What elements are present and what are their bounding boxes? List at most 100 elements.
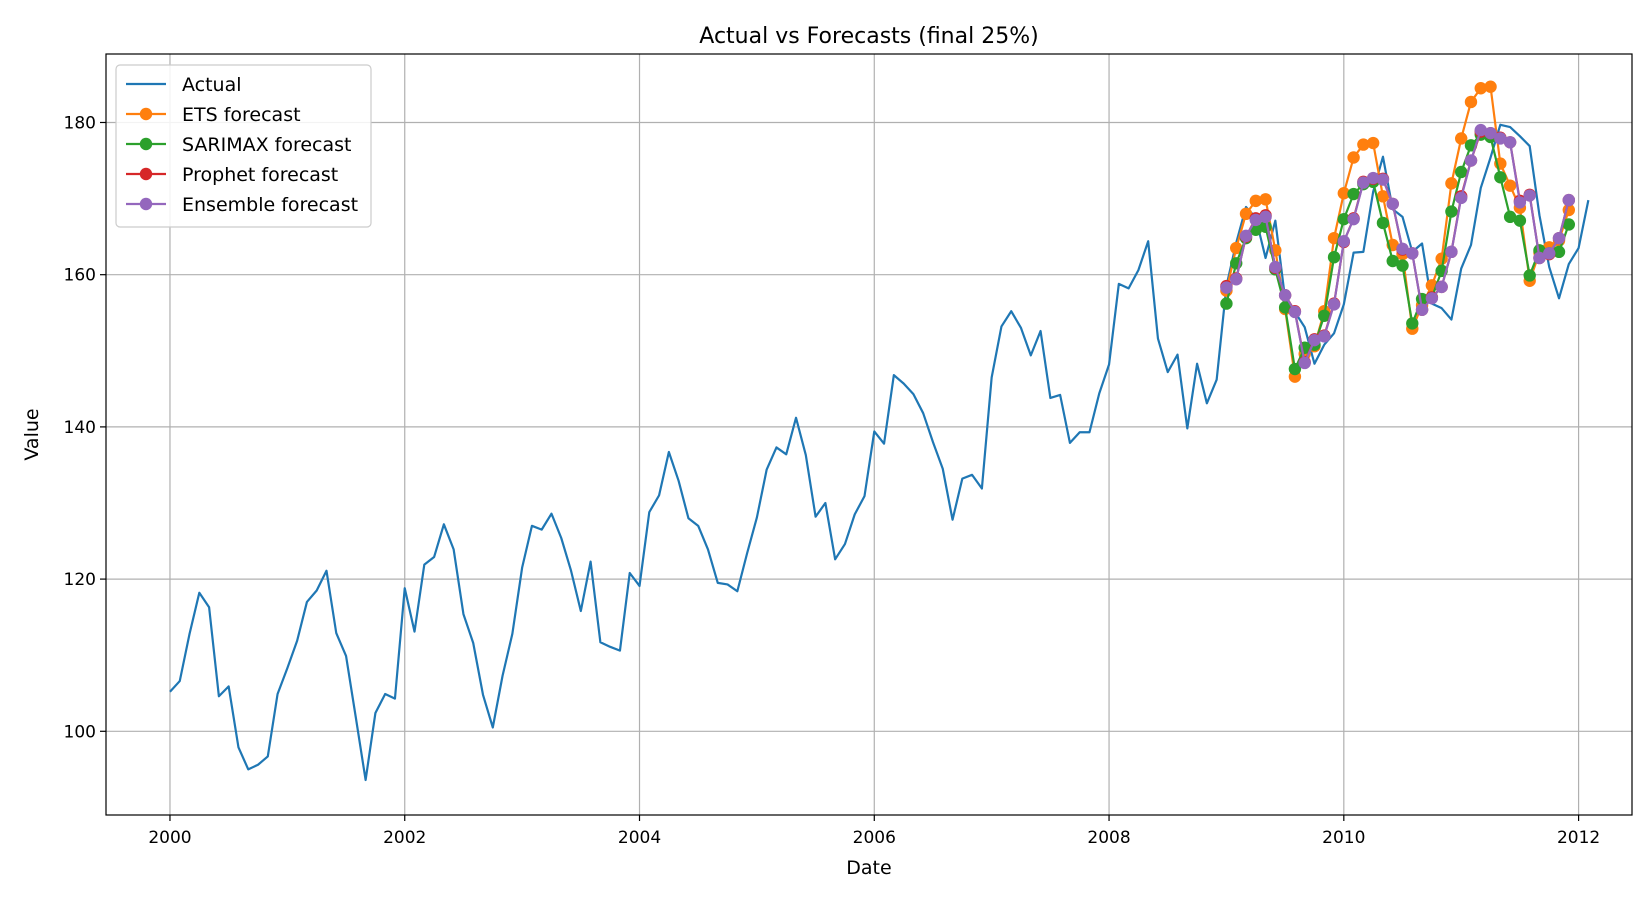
data-point [1523, 269, 1536, 282]
data-point [1474, 82, 1487, 95]
data-point [1337, 187, 1351, 200]
data-point [1464, 95, 1478, 109]
data-point [1425, 292, 1439, 305]
legend-label: Actual [182, 74, 242, 96]
legend-box [115, 64, 372, 228]
data-point [1455, 132, 1468, 145]
data-point [1347, 212, 1360, 226]
data-point [1503, 210, 1517, 224]
data-point [1239, 229, 1253, 243]
data-point [1288, 305, 1302, 319]
y-tick-label: 180 [64, 113, 96, 133]
data-point [1269, 260, 1282, 274]
data-point [1386, 254, 1399, 268]
data-point [1376, 173, 1390, 186]
data-point [1513, 196, 1527, 209]
data-point [1406, 247, 1419, 260]
data-point [1376, 190, 1390, 203]
data-point [1455, 165, 1468, 179]
x-axis-title: Date [846, 857, 891, 879]
series-layer [169, 80, 1590, 782]
data-point [1523, 189, 1536, 202]
x-tick-label: 2006 [853, 828, 896, 848]
data-point [1494, 171, 1507, 184]
data-point [1230, 241, 1243, 255]
series-4 [1220, 123, 1576, 370]
data-point [1347, 151, 1360, 164]
legend-label: Prophet forecast [182, 164, 338, 186]
data-point [1533, 251, 1546, 265]
data-point [1366, 171, 1380, 185]
data-point [1484, 80, 1497, 93]
data-point [1445, 205, 1458, 218]
data-point [1455, 191, 1468, 205]
y-axis-title: Value [21, 408, 43, 460]
y-tick-label: 140 [64, 418, 96, 438]
data-point [1396, 242, 1409, 256]
data-point [1249, 194, 1262, 208]
plot-frame [105, 53, 1633, 816]
legend-swatch-marker [139, 137, 153, 151]
data-point [1357, 176, 1370, 189]
x-tick-label: 2010 [1322, 828, 1365, 848]
data-point [1278, 289, 1292, 302]
x-tick-label: 2008 [1087, 828, 1130, 848]
legend-swatch-marker [139, 197, 153, 211]
data-point [1239, 207, 1253, 221]
data-point [1327, 298, 1341, 311]
data-point [1445, 177, 1458, 190]
data-point [1220, 281, 1233, 294]
data-point [1249, 213, 1262, 227]
x-tick-label: 2004 [618, 828, 661, 848]
grid-lines [106, 54, 1632, 815]
data-point [1327, 250, 1341, 264]
x-tick-label: 2000 [148, 828, 191, 848]
legend-swatch-marker [139, 107, 153, 121]
data-point [1513, 214, 1527, 227]
data-point [1445, 245, 1458, 259]
y-tick-label: 160 [64, 266, 96, 286]
data-point [1562, 218, 1576, 231]
legend: Actual ETS forecast SARIMAX forecast Prophe… [115, 64, 372, 228]
data-point [1552, 245, 1566, 259]
data-point [1386, 197, 1399, 211]
data-point [1503, 179, 1517, 192]
data-point [1552, 231, 1566, 245]
data-point [1308, 333, 1321, 347]
series-0 [169, 123, 1590, 782]
legend-label: SARIMAX forecast [182, 134, 352, 156]
legend-label: ETS forecast [182, 104, 301, 126]
axes: 2000 2002 2004 2006 2008 2010 2012 100 120 140 160… [64, 113, 1601, 848]
data-point [1288, 362, 1302, 376]
data-point [1474, 123, 1487, 137]
y-tick-label: 120 [64, 570, 96, 590]
data-point [1543, 247, 1556, 260]
data-point [1396, 259, 1409, 272]
data-point [1406, 317, 1419, 330]
data-point [1494, 132, 1507, 145]
data-point [1376, 216, 1390, 230]
data-point [1357, 138, 1370, 151]
data-point [1259, 210, 1272, 224]
data-point [1484, 126, 1497, 140]
legend-swatch-marker [139, 167, 153, 181]
data-point [1503, 136, 1517, 149]
legend-label: Ensemble forecast [182, 194, 358, 216]
data-point [1230, 273, 1243, 286]
data-point [1415, 303, 1429, 316]
data-point [1318, 330, 1331, 343]
data-point [1435, 280, 1448, 294]
data-point [1562, 193, 1576, 207]
data-point [1347, 187, 1360, 201]
data-point [1337, 235, 1351, 248]
data-point [1337, 212, 1351, 226]
data-point [1298, 356, 1311, 370]
x-tick-label: 2012 [1557, 828, 1600, 848]
data-point [1278, 301, 1292, 314]
data-point [1220, 297, 1233, 310]
y-tick-label: 100 [64, 722, 96, 742]
series-line [169, 123, 1590, 782]
chart-title: Actual vs Forecasts (final 25%) [699, 24, 1038, 49]
x-tick-label: 2002 [383, 828, 426, 848]
